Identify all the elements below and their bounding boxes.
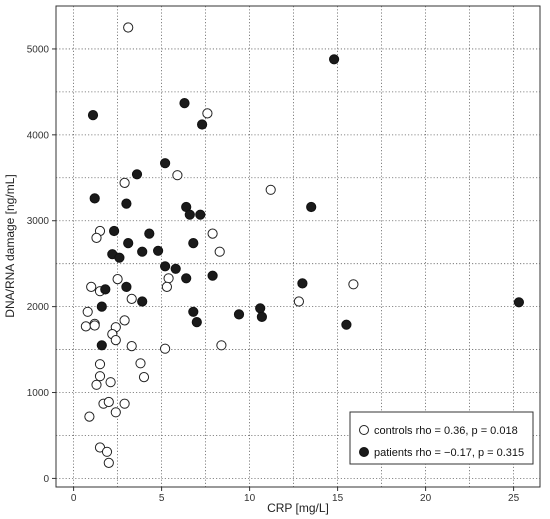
control-point	[216, 340, 227, 351]
patient-point	[188, 306, 199, 317]
patient-point	[121, 198, 132, 209]
control-point	[202, 108, 213, 119]
patient-point	[184, 209, 195, 220]
axis-ticks: 0 5 10 15 20 25 0 1000 2000 3000 4000 5000	[27, 44, 520, 504]
patient-point	[255, 303, 266, 314]
control-point	[105, 377, 116, 388]
patient-point	[179, 98, 190, 109]
control-point	[123, 22, 134, 33]
legend-controls-label: controls rho = 0.36, p = 0.018	[374, 425, 518, 437]
patient-point	[256, 311, 267, 322]
x-tick-label: 5	[159, 493, 165, 504]
x-tick-label: 10	[244, 493, 256, 504]
patient-point	[207, 270, 218, 281]
legend: controls rho = 0.36, p = 0.018 patients …	[349, 411, 534, 465]
control-point	[91, 232, 102, 243]
patient-point	[188, 238, 199, 249]
control-point	[82, 306, 93, 317]
patient-point	[89, 193, 100, 204]
y-tick-label: 2000	[27, 302, 50, 313]
control-point	[207, 228, 218, 239]
x-axis-title: CRP [mg/L]	[267, 501, 329, 515]
patient-point	[109, 225, 120, 237]
patient-point	[341, 319, 352, 330]
control-point	[119, 398, 130, 409]
patient-point	[96, 340, 107, 351]
patient-point	[121, 281, 132, 292]
patient-point	[131, 169, 143, 180]
control-point	[89, 320, 100, 331]
control-point	[138, 372, 150, 383]
control-point	[86, 281, 97, 292]
control-point	[103, 457, 114, 468]
patient-point	[160, 158, 171, 169]
y-tick-label: 0	[43, 474, 49, 485]
patient-point	[144, 228, 155, 239]
data-points	[80, 22, 525, 468]
y-axis-title: DNA/RNA damage [ng/mL]	[3, 174, 17, 317]
plot-area-frame	[55, 5, 541, 488]
control-point	[214, 246, 225, 257]
control-point	[161, 281, 172, 292]
x-tick-label: 15	[332, 493, 344, 504]
control-point	[135, 358, 146, 369]
y-tick-label: 3000	[27, 216, 50, 227]
control-point	[119, 177, 130, 188]
patient-point	[191, 317, 202, 328]
x-tick-label: 25	[508, 493, 520, 504]
control-point	[126, 341, 137, 352]
legend-patients-label: patients rho = −0.17, p = 0.315	[374, 447, 524, 459]
patient-point	[114, 252, 125, 263]
patient-point	[100, 284, 111, 295]
control-point	[293, 296, 304, 307]
y-tick-label: 1000	[27, 388, 50, 399]
control-point	[101, 446, 113, 457]
control-point	[110, 407, 121, 418]
patient-point	[160, 261, 171, 272]
control-point	[160, 343, 171, 354]
legend-controls-marker	[359, 425, 369, 435]
patient-point	[96, 301, 107, 312]
control-point	[172, 170, 183, 181]
x-tick-label: 0	[71, 493, 77, 504]
patient-point	[137, 246, 148, 257]
control-point	[94, 359, 106, 370]
patient-point	[195, 209, 206, 220]
patient-point	[233, 309, 245, 320]
patient-point	[137, 296, 148, 307]
legend-patients-marker	[359, 447, 369, 457]
control-point	[112, 274, 123, 285]
patient-point	[297, 278, 308, 289]
control-point	[163, 273, 174, 284]
patient-point	[197, 119, 208, 130]
control-point	[119, 315, 130, 326]
patient-point	[153, 245, 164, 256]
y-tick-label: 4000	[27, 130, 50, 141]
control-point	[91, 379, 102, 390]
patient-point	[123, 238, 134, 249]
control-point	[265, 184, 276, 195]
patient-point	[306, 201, 317, 213]
control-point	[348, 279, 359, 290]
y-tick-label: 5000	[27, 44, 50, 55]
control-point	[94, 371, 106, 382]
legend-box	[349, 411, 534, 465]
patient-point	[170, 263, 181, 274]
patient-point	[87, 110, 99, 121]
control-point	[103, 396, 114, 408]
control-point	[80, 321, 92, 332]
control-point	[84, 411, 95, 422]
patient-point	[181, 273, 192, 284]
x-tick-label: 20	[420, 493, 432, 504]
patient-point	[513, 297, 525, 308]
control-point	[126, 293, 137, 304]
control-point	[110, 335, 121, 346]
patient-point	[329, 54, 340, 65]
